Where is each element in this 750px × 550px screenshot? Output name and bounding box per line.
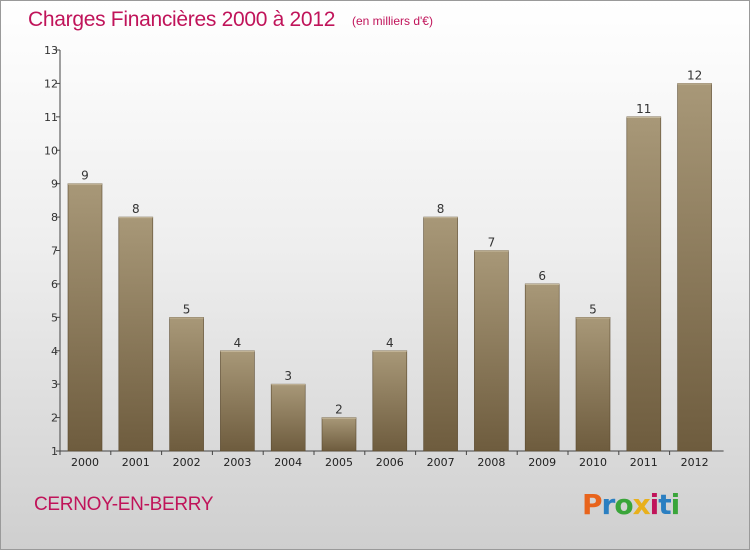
bar (372, 350, 408, 452)
logo-letter: i (670, 488, 681, 521)
y-tick-label: 6 (51, 278, 58, 291)
bar (270, 383, 306, 452)
y-tick-label: 1 (51, 445, 58, 458)
y-tick-label: 12 (44, 77, 58, 90)
proxiti-logo[interactable]: Proxiti (582, 488, 681, 521)
x-tick-label: 2007 (427, 456, 455, 469)
bar (321, 417, 357, 452)
logo-letter: o (614, 488, 633, 521)
x-tick-label: 2004 (274, 456, 302, 469)
y-tick-label: 8 (51, 211, 58, 224)
x-axis: 2000 2001 2002 2003 2004 2005 2006 2007 2008 2009… (59, 450, 724, 469)
bar (474, 250, 509, 452)
x-tick-label: 2003 (223, 456, 251, 469)
chart-subtitle: (en milliers d'€) (352, 14, 433, 28)
x-tick-label: 2010 (579, 456, 607, 469)
y-tick-label: 3 (51, 378, 58, 391)
data-label: 8 (132, 202, 140, 216)
bar (169, 317, 204, 452)
bar (220, 350, 255, 452)
x-tick-label: 2002 (173, 456, 201, 469)
x-tick-label: 2005 (325, 456, 353, 469)
y-tick-label: 13 (44, 44, 58, 57)
logo-letter: P (582, 488, 603, 521)
y-tick-label: 10 (44, 144, 58, 157)
data-label: 11 (636, 102, 651, 116)
data-label: 12 (687, 68, 702, 82)
bar (626, 116, 662, 452)
y-tick-label: 4 (51, 345, 58, 358)
y-tick-label: 5 (51, 311, 58, 324)
data-label: 9 (81, 169, 89, 183)
bar (575, 317, 611, 452)
logo-letter: t (658, 488, 671, 521)
logo-letter: r (601, 488, 616, 521)
bar (67, 183, 103, 452)
data-label: 5 (589, 302, 597, 316)
data-label: 5 (183, 302, 191, 316)
logo-letter: i (649, 488, 660, 521)
y-tick-label: 7 (51, 245, 58, 258)
y-tick-label: 11 (44, 111, 58, 124)
data-label: 8 (437, 202, 445, 216)
x-tick-label: 2012 (681, 456, 709, 469)
data-label: 4 (234, 336, 242, 350)
logo-letter: x (632, 488, 651, 521)
chart-title: Charges Financières 2000 à 2012 (28, 8, 336, 31)
x-tick-label: 2008 (477, 456, 505, 469)
bar (524, 283, 560, 452)
x-tick-label: 2009 (528, 456, 556, 469)
data-label: 7 (488, 236, 496, 250)
x-tick-label: 2001 (122, 456, 150, 469)
bar (677, 83, 712, 452)
bars: 9 8 5 4 3 2 4 8 7 6 5 11 12 (67, 68, 712, 452)
data-label: 6 (538, 269, 546, 283)
data-label: 4 (386, 336, 394, 350)
y-tick-label: 9 (51, 178, 58, 191)
data-label: 2 (335, 403, 343, 417)
x-tick-label: 2000 (71, 456, 99, 469)
y-tick-label: 2 (51, 412, 58, 425)
x-tick-label: 2011 (630, 456, 658, 469)
bar (118, 216, 154, 452)
x-tick-label: 2006 (376, 456, 404, 469)
data-label: 3 (284, 369, 292, 383)
commune-name: CERNOY-EN-BERRY (34, 494, 214, 515)
bar (423, 216, 458, 452)
